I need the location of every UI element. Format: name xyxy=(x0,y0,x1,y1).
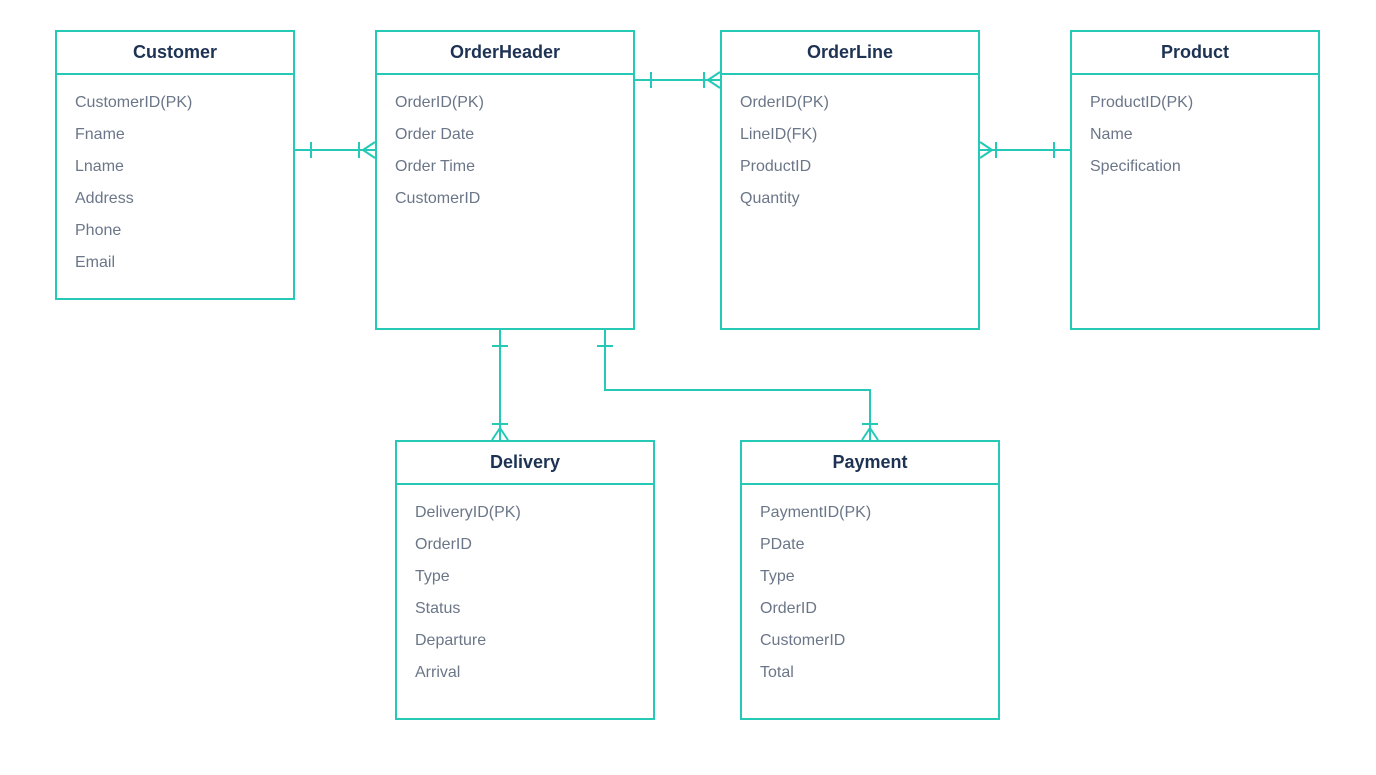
entity-orderline-attr: Quantity xyxy=(740,183,960,215)
entity-customer-attr: Fname xyxy=(75,119,275,151)
entity-product: Product ProductID(PK)NameSpecification xyxy=(1070,30,1320,330)
entity-orderline: OrderLine OrderID(PK)LineID(FK)ProductID… xyxy=(720,30,980,330)
entity-delivery-title: Delivery xyxy=(397,442,653,485)
entity-orderheader-attr: Order Time xyxy=(395,151,615,183)
entity-customer-attr: Lname xyxy=(75,151,275,183)
entity-orderheader-attr: CustomerID xyxy=(395,183,615,215)
entity-customer-attr: Phone xyxy=(75,215,275,247)
entity-product-attr: ProductID(PK) xyxy=(1090,87,1300,119)
entity-delivery-attr: Type xyxy=(415,561,635,593)
entity-payment: Payment PaymentID(PK)PDateTypeOrderIDCus… xyxy=(740,440,1000,720)
entity-delivery: Delivery DeliveryID(PK)OrderIDTypeStatus… xyxy=(395,440,655,720)
entity-payment-body: PaymentID(PK)PDateTypeOrderIDCustomerIDT… xyxy=(742,485,998,701)
entity-product-body: ProductID(PK)NameSpecification xyxy=(1072,75,1318,195)
entity-payment-attr: OrderID xyxy=(760,593,980,625)
entity-orderline-attr: LineID(FK) xyxy=(740,119,960,151)
entity-customer: Customer CustomerID(PK)FnameLnameAddress… xyxy=(55,30,295,300)
entity-delivery-attr: Departure xyxy=(415,625,635,657)
entity-orderheader: OrderHeader OrderID(PK)Order DateOrder T… xyxy=(375,30,635,330)
entity-delivery-attr: DeliveryID(PK) xyxy=(415,497,635,529)
er-diagram-canvas: Customer CustomerID(PK)FnameLnameAddress… xyxy=(0,0,1376,775)
entity-customer-body: CustomerID(PK)FnameLnameAddressPhoneEmai… xyxy=(57,75,293,291)
entity-payment-attr: PaymentID(PK) xyxy=(760,497,980,529)
entity-payment-title: Payment xyxy=(742,442,998,485)
entity-customer-title: Customer xyxy=(57,32,293,75)
entity-orderline-body: OrderID(PK)LineID(FK)ProductIDQuantity xyxy=(722,75,978,227)
entity-payment-attr: Total xyxy=(760,657,980,689)
entity-product-attr: Specification xyxy=(1090,151,1300,183)
entity-delivery-body: DeliveryID(PK)OrderIDTypeStatusDeparture… xyxy=(397,485,653,701)
entity-product-attr: Name xyxy=(1090,119,1300,151)
entity-orderline-attr: ProductID xyxy=(740,151,960,183)
entity-delivery-attr: Arrival xyxy=(415,657,635,689)
entity-payment-attr: PDate xyxy=(760,529,980,561)
entity-customer-attr: Email xyxy=(75,247,275,279)
entity-delivery-attr: OrderID xyxy=(415,529,635,561)
entity-orderheader-body: OrderID(PK)Order DateOrder TimeCustomerI… xyxy=(377,75,633,227)
entity-orderheader-title: OrderHeader xyxy=(377,32,633,75)
entity-product-title: Product xyxy=(1072,32,1318,75)
entity-orderline-attr: OrderID(PK) xyxy=(740,87,960,119)
entity-payment-attr: CustomerID xyxy=(760,625,980,657)
entity-orderline-title: OrderLine xyxy=(722,32,978,75)
entity-customer-attr: CustomerID(PK) xyxy=(75,87,275,119)
entity-orderheader-attr: OrderID(PK) xyxy=(395,87,615,119)
entity-delivery-attr: Status xyxy=(415,593,635,625)
entity-customer-attr: Address xyxy=(75,183,275,215)
entity-payment-attr: Type xyxy=(760,561,980,593)
entity-orderheader-attr: Order Date xyxy=(395,119,615,151)
